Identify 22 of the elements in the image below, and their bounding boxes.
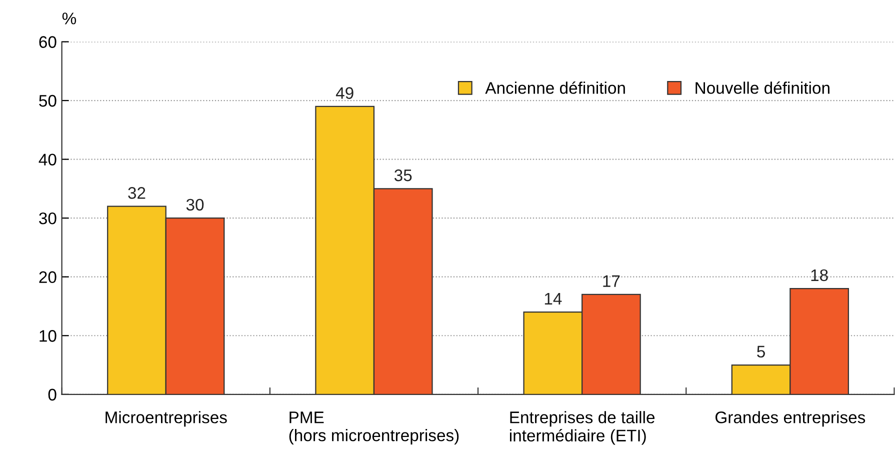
- y-tick-label: 50: [39, 94, 56, 107]
- x-tick-label: PME (hors microentreprises): [289, 412, 459, 445]
- data-label: 35: [394, 169, 412, 182]
- data-label: 14: [544, 293, 562, 304]
- y-tick-label: 40: [38, 154, 56, 166]
- data-label: 32: [128, 187, 146, 199]
- y-tick-label: 30: [39, 212, 56, 224]
- data-label: 30: [186, 198, 204, 211]
- data-label: 5: [757, 346, 765, 358]
- y-tick-label: 60: [39, 36, 56, 48]
- x-tick-label: Entreprises de taille intermédiaire (ETI): [510, 411, 655, 445]
- y-tick-label: 20: [39, 271, 56, 284]
- y-tick-label: 0: [48, 388, 56, 401]
- legend-label: Ancienne définition: [485, 81, 625, 94]
- y-tick-label: 10: [40, 330, 56, 342]
- x-tick-label: Grandes entreprises: [716, 411, 866, 427]
- data-label: 18: [811, 269, 828, 282]
- y-axis-title: %: [62, 12, 76, 24]
- legend-label: Nouvelle définition: [696, 81, 830, 94]
- data-label: 49: [336, 87, 354, 99]
- data-label: 17: [603, 275, 620, 287]
- x-tick-label: Microentreprises: [106, 411, 227, 427]
